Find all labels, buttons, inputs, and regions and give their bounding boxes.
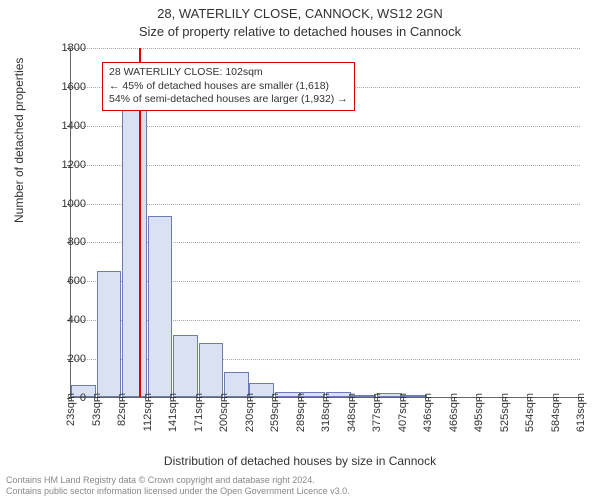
xtick-label: 53sqm (91, 393, 103, 426)
chart-container: 28, WATERLILY CLOSE, CANNOCK, WS12 2GN S… (0, 0, 600, 500)
annotation-line1: 28 WATERLILY CLOSE: 102sqm (109, 66, 348, 80)
annotation-box: 28 WATERLILY CLOSE: 102sqm ← 45% of deta… (102, 62, 355, 111)
y-axis-label: Number of detached properties (12, 58, 26, 223)
gridline (71, 126, 580, 127)
x-axis-label: Distribution of detached houses by size … (0, 454, 600, 468)
xtick-label: 466sqm (448, 393, 460, 432)
ytick-label: 200 (36, 353, 86, 365)
annotation-line3: 54% of semi-detached houses are larger (… (109, 93, 348, 107)
xtick-label: 377sqm (371, 393, 383, 432)
xtick-label: 348sqm (346, 393, 358, 432)
histogram-bar (122, 109, 147, 397)
ytick-label: 1200 (36, 159, 86, 171)
xtick-label: 141sqm (167, 393, 179, 432)
xtick-label: 436sqm (422, 393, 434, 432)
histogram-bar (97, 271, 122, 397)
xtick-label: 613sqm (575, 393, 587, 432)
xtick-label: 318sqm (320, 393, 332, 432)
xtick-label: 230sqm (244, 393, 256, 432)
xtick-label: 200sqm (218, 393, 230, 432)
ytick-label: 1000 (36, 198, 86, 210)
xtick-label: 259sqm (269, 393, 281, 432)
gridline (71, 48, 580, 49)
chart-title-line1: 28, WATERLILY CLOSE, CANNOCK, WS12 2GN (0, 6, 600, 21)
histogram-bar (173, 335, 198, 397)
xtick-label: 584sqm (550, 393, 562, 432)
ytick-label: 600 (36, 275, 86, 287)
xtick-label: 289sqm (295, 393, 307, 432)
ytick-label: 1400 (36, 120, 86, 132)
xtick-label: 495sqm (473, 393, 485, 432)
ytick-label: 1600 (36, 81, 86, 93)
annotation-line2: ← 45% of detached houses are smaller (1,… (109, 80, 348, 94)
gridline (71, 165, 580, 166)
xtick-label: 554sqm (524, 393, 536, 432)
histogram-bar (148, 216, 173, 397)
ytick-label: 0 (36, 392, 86, 404)
xtick-label: 407sqm (397, 393, 409, 432)
ytick-label: 800 (36, 236, 86, 248)
gridline (71, 204, 580, 205)
ytick-label: 400 (36, 314, 86, 326)
footer-line2: Contains public sector information licen… (6, 486, 350, 498)
histogram-bar (199, 343, 224, 397)
footer-line1: Contains HM Land Registry data © Crown c… (6, 475, 350, 487)
xtick-label: 112sqm (142, 393, 154, 431)
xtick-label: 171sqm (193, 393, 205, 432)
footer-attribution: Contains HM Land Registry data © Crown c… (6, 475, 350, 498)
chart-title-line2: Size of property relative to detached ho… (0, 24, 600, 39)
ytick-label: 1800 (36, 42, 86, 54)
xtick-label: 525sqm (499, 393, 511, 432)
xtick-label: 82sqm (116, 393, 128, 426)
